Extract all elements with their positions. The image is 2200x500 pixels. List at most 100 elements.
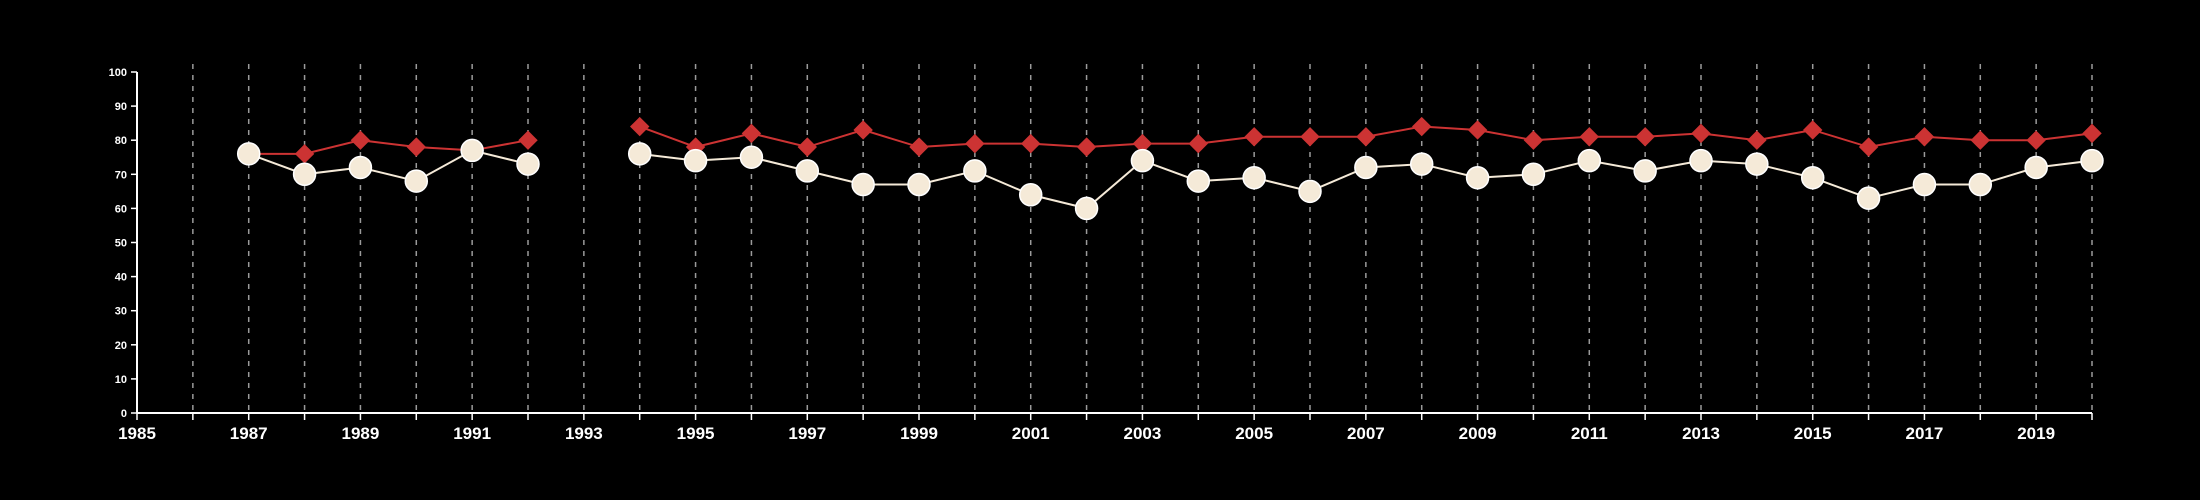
series-2 xyxy=(236,138,2104,221)
y-tick-label-70: 70 xyxy=(115,169,127,181)
series-2-point-2008 xyxy=(1409,152,1434,176)
series-1-point-2007 xyxy=(1356,127,1376,147)
series-2-point-1998 xyxy=(851,172,875,197)
series-2-point-2020 xyxy=(2080,148,2104,173)
series-layer xyxy=(236,116,2104,221)
series-1-point-1999 xyxy=(909,137,929,157)
axes xyxy=(136,72,2092,414)
y-tick-label-90: 90 xyxy=(115,101,127,113)
series-2-point-2015 xyxy=(1800,165,1825,190)
series-2-point-1988 xyxy=(292,162,317,187)
series-2-line-segment-1 xyxy=(248,149,529,183)
series-1-point-2014 xyxy=(1747,130,1767,150)
series-1-point-2006 xyxy=(1300,127,1320,147)
y-tick-label-100: 100 xyxy=(109,67,127,79)
series-1-point-1998 xyxy=(853,120,873,140)
series-2-point-2004 xyxy=(1186,169,1211,193)
x-tick-label-2013: 2013 xyxy=(1682,424,1720,443)
y-tick-label-0: 0 xyxy=(121,408,127,420)
series-1-point-2019 xyxy=(2026,130,2046,150)
series-2-point-2010 xyxy=(1521,162,1546,187)
x-tick-label-1997: 1997 xyxy=(788,424,826,443)
series-1-point-2013 xyxy=(1691,123,1711,144)
y-tick-label-40: 40 xyxy=(115,272,127,284)
series-2-point-2009 xyxy=(1465,165,1490,190)
x-tick-label-1989: 1989 xyxy=(342,424,380,443)
x-tick-label-2017: 2017 xyxy=(1906,424,1944,443)
series-1-point-1990 xyxy=(406,137,426,157)
series-2-point-1989 xyxy=(348,155,373,180)
series-1-point-2017 xyxy=(1914,127,1935,147)
series-1-point-1988 xyxy=(294,144,315,164)
x-tick-label-1987: 1987 xyxy=(230,424,268,443)
series-2-point-1987 xyxy=(236,142,261,166)
y-tick-label-20: 20 xyxy=(115,340,127,352)
series-1-point-2002 xyxy=(1076,137,1097,157)
series-1-point-2011 xyxy=(1579,127,1599,147)
x-tick-label-2019: 2019 xyxy=(2017,424,2055,443)
series-1-point-2012 xyxy=(1635,127,1655,147)
series-2-point-2007 xyxy=(1354,155,1378,180)
x-tick-label-1991: 1991 xyxy=(453,424,491,443)
series-2-point-1997 xyxy=(795,159,820,183)
series-1-point-2000 xyxy=(965,133,985,154)
series-2-point-1995 xyxy=(683,148,708,173)
series-1-point-2016 xyxy=(1858,137,1879,157)
series-1-point-1997 xyxy=(797,137,817,157)
y-tick-label-30: 30 xyxy=(115,306,127,318)
series-2-point-2002 xyxy=(1074,196,1099,221)
series-1-point-2001 xyxy=(1021,133,1041,154)
x-tick-label-1985: 1985 xyxy=(118,424,156,443)
series-2-point-1999 xyxy=(907,172,931,197)
series-1-point-2005 xyxy=(1244,127,1264,147)
series-2-point-2013 xyxy=(1689,148,1713,173)
grid xyxy=(192,64,2093,413)
x-tick-label-2009: 2009 xyxy=(1459,424,1497,443)
series-1-point-1996 xyxy=(741,123,762,144)
y-axis-ticks: 0 10 20 30 40 50 60 70 80 90 100 xyxy=(109,67,137,420)
series-1-point-2018 xyxy=(1970,130,1990,150)
series-2-point-2018 xyxy=(1968,172,1993,197)
series-2-point-2012 xyxy=(1633,159,1657,183)
series-2-point-2014 xyxy=(1745,152,1769,176)
series-2-point-1991 xyxy=(460,138,484,163)
series-1-point-2015 xyxy=(1803,120,1823,140)
series-1-point-2009 xyxy=(1467,120,1488,140)
series-2-point-1994 xyxy=(627,142,652,166)
series-2-point-2001 xyxy=(1018,183,1043,207)
series-2-point-1996 xyxy=(739,145,764,169)
series-2-point-1992 xyxy=(516,152,540,176)
y-tick-label-80: 80 xyxy=(115,135,127,147)
series-1-point-2008 xyxy=(1412,116,1432,137)
series-2-point-2006 xyxy=(1298,179,1322,204)
series-2-point-2016 xyxy=(1856,186,1881,210)
series-2-point-2017 xyxy=(1912,172,1937,197)
x-tick-label-1995: 1995 xyxy=(677,424,715,443)
series-1-point-1992 xyxy=(518,130,538,150)
x-tick-label-2007: 2007 xyxy=(1347,424,1385,443)
y-tick-label-50: 50 xyxy=(115,238,127,250)
series-2-point-2011 xyxy=(1577,148,1602,173)
series-2-point-2019 xyxy=(2024,155,2048,180)
x-tick-label-2003: 2003 xyxy=(1124,424,1162,443)
series-2-point-1990 xyxy=(404,169,429,193)
series-1-point-1989 xyxy=(350,130,371,150)
series-1 xyxy=(239,116,2102,164)
series-1-line-segment-1 xyxy=(248,139,529,155)
y-tick-label-10: 10 xyxy=(115,374,127,386)
x-tick-label-1993: 1993 xyxy=(565,424,603,443)
series-2-point-2005 xyxy=(1242,165,1266,190)
x-tick-label-2001: 2001 xyxy=(1012,424,1050,443)
x-tick-label-2015: 2015 xyxy=(1794,424,1832,443)
series-2-point-2003 xyxy=(1130,148,1155,173)
x-tick-label-1999: 1999 xyxy=(900,424,938,443)
series-1-point-2004 xyxy=(1188,133,1208,154)
series-1-point-1994 xyxy=(630,116,650,137)
series-2-point-2000 xyxy=(963,159,987,183)
series-1-point-2010 xyxy=(1523,130,1544,150)
x-tick-label-2005: 2005 xyxy=(1235,424,1273,443)
series-1-point-2020 xyxy=(2082,123,2102,144)
y-tick-label-60: 60 xyxy=(115,203,127,215)
